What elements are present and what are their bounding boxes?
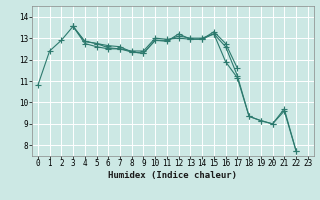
- X-axis label: Humidex (Indice chaleur): Humidex (Indice chaleur): [108, 171, 237, 180]
